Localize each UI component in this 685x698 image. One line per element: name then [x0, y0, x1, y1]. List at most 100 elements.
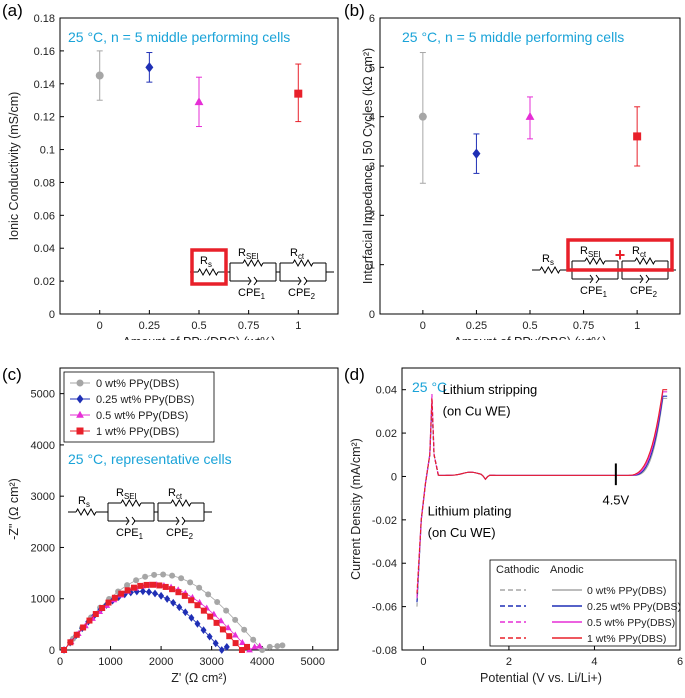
x-tick-label: 0.75: [573, 320, 594, 332]
data-point: [251, 643, 258, 650]
data-point: [214, 599, 221, 606]
data-point: [231, 631, 239, 638]
annotation: 25 °C, n = 5 middle performing cells: [68, 29, 290, 45]
cathodic-line: [416, 394, 439, 598]
data-point: [194, 602, 201, 609]
y-tick-label: 0.08: [34, 177, 55, 189]
data-point: [200, 626, 207, 634]
y-tick-label: 0.04: [34, 243, 55, 255]
y-axis-label: Current Density (mA/cm²): [349, 438, 363, 580]
data-point: [256, 642, 263, 649]
data-point: [61, 647, 68, 653]
highlight-box: [566, 238, 674, 272]
rsei-label: RSEI: [116, 487, 137, 501]
legend-marker: [76, 379, 84, 387]
data-point: [80, 624, 87, 631]
annotation: 25 °C: [412, 379, 447, 395]
resistor-symbol: [242, 258, 264, 268]
data-point: [212, 639, 219, 648]
legend-label: 0.25 wt% PPy(DBS): [96, 394, 194, 406]
y-tick-label: 1000: [31, 594, 55, 606]
data-point: [67, 639, 74, 646]
data-point: [111, 594, 118, 601]
resistor-symbol: [120, 498, 142, 508]
data-point: [92, 611, 99, 618]
x-tick-label: 2000: [149, 656, 173, 668]
annotation: 25 °C, representative cells: [68, 451, 232, 467]
y-tick-label: 0: [49, 309, 55, 321]
legend-marker: [76, 410, 84, 418]
data-point: [418, 112, 427, 121]
data-point: [158, 591, 165, 600]
data-point: [224, 624, 232, 631]
chart-a: 0 0.25 0.5 0.75 1 0 0.02 0.04 0.06 0.08 0.1 0.12 0.1…: [2, 1, 339, 340]
cpe1-label: CPE1: [238, 287, 266, 301]
x-tick-label: 1: [634, 320, 640, 332]
y-axis-label: Interfacial Impedance | 50 Cycles (kΩ cm…: [361, 48, 375, 284]
data-point: [207, 613, 214, 620]
data-point: [118, 590, 125, 597]
legend-label: 0.5 wt% PPy(DBS): [96, 410, 188, 422]
data-point: [196, 584, 203, 591]
y-tick-label: 0: [369, 309, 375, 321]
y-tick-label: 3: [369, 161, 375, 173]
x-axis-label: Z' (Ω cm²): [171, 671, 226, 685]
y-tick-label: -0.08: [372, 645, 397, 657]
cpe2-label: CPE2: [166, 527, 193, 541]
x-tick-label: 0.25: [466, 320, 487, 332]
data-point: [162, 583, 169, 590]
cpe-symbol: [572, 274, 618, 284]
y-tick-label: 0.02: [34, 276, 55, 288]
data-point: [213, 619, 220, 626]
x-axis-label: Amount of PPy(DBS) (wt%): [454, 335, 607, 340]
data-point: [130, 584, 137, 591]
x-tick-label: 4: [591, 656, 597, 668]
y-tick-label: 0: [391, 471, 397, 483]
x-tick-label: 2: [506, 656, 512, 668]
y-axis-label: Ionic Conductivity (mS/cm): [7, 92, 21, 241]
y-tick-label: -0.02: [372, 515, 397, 527]
data-point: [226, 633, 233, 640]
data-point: [150, 581, 157, 588]
data-point: [188, 613, 195, 622]
data-point: [142, 573, 149, 580]
data-point: [143, 581, 150, 588]
data-point: [133, 577, 140, 584]
data-point: [525, 111, 535, 120]
cpe-symbol: [280, 276, 326, 286]
y-tick-label: 3000: [31, 491, 55, 503]
data-point: [145, 588, 152, 596]
x-tick-label: 0: [57, 656, 63, 668]
x-tick-label: 4000: [250, 656, 274, 668]
chart-b: 0 0.25 0.5 0.75 1 0 1 2 3 4 5 6 Amount of PPy(DBS) (…: [344, 1, 681, 340]
x-tick-label: 5000: [300, 656, 324, 668]
legend-marker: [76, 394, 84, 404]
data-point: [633, 132, 642, 141]
data-point: [99, 605, 106, 612]
y-tick-label: 0.18: [34, 13, 55, 25]
data-point: [170, 598, 177, 607]
data-point: [156, 582, 163, 589]
rct-label: Rct: [290, 247, 305, 261]
equivalent-circuit: Rs RSEI CPE1 Rct CPE2: [68, 487, 212, 541]
data-point: [239, 638, 246, 645]
rs-label: Rs: [542, 253, 554, 267]
legend-label: 0 wt% PPy(DBS): [96, 378, 179, 390]
panel-label: (d): [344, 365, 365, 384]
legend-label: 0.25 wt% PPy(DBS): [587, 601, 681, 613]
y-tick-label: 0.14: [34, 79, 55, 91]
cpe2-label: CPE2: [288, 287, 315, 301]
x-tick-label: 0.5: [522, 320, 537, 332]
y-tick-label: 5: [369, 62, 375, 74]
data-point: [232, 616, 239, 623]
y-tick-label: 6: [369, 13, 375, 25]
data-point: [232, 640, 239, 647]
panel-label: (b): [344, 1, 365, 20]
resistor-symbol: [197, 267, 219, 277]
data-point: [124, 582, 131, 589]
y-tick-label: 0.02: [376, 428, 397, 440]
y-tick-label: 2: [369, 210, 375, 222]
y-tick-label: 0.16: [34, 46, 55, 58]
x-tick-label: 0.25: [139, 320, 160, 332]
panel-label: (c): [2, 365, 22, 384]
